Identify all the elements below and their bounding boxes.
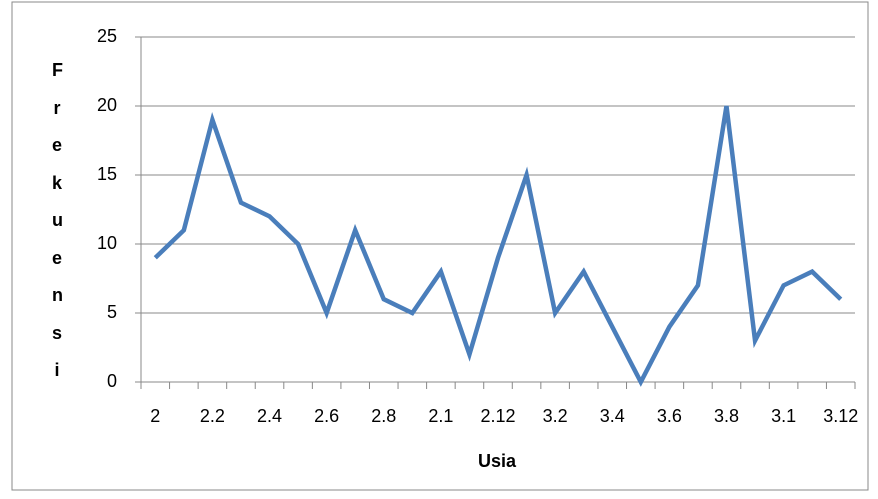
x-tick-label: 2.6 bbox=[314, 406, 339, 426]
x-tick-label: 2.8 bbox=[371, 406, 396, 426]
y-tick-label: 15 bbox=[97, 164, 117, 184]
chart-frame bbox=[11, 1, 869, 491]
x-tick-label: 2.2 bbox=[200, 406, 225, 426]
x-tick-label: 3.6 bbox=[657, 406, 682, 426]
x-axis-label: Usia bbox=[478, 451, 517, 471]
x-tick-label: 3.8 bbox=[714, 406, 739, 426]
y-tick-label: 0 bbox=[107, 371, 117, 391]
x-tick-label: 3.2 bbox=[543, 406, 568, 426]
y-tick-label: 20 bbox=[97, 95, 117, 115]
x-tick-label: 2 bbox=[150, 406, 160, 426]
x-tick-label: 2.1 bbox=[428, 406, 453, 426]
x-tick-label: 3.12 bbox=[823, 406, 858, 426]
x-tick-label: 3.4 bbox=[600, 406, 625, 426]
y-tick-label: 10 bbox=[97, 233, 117, 253]
x-tick-label: 2.4 bbox=[257, 406, 282, 426]
y-tick-label: 5 bbox=[107, 302, 117, 322]
data-line bbox=[153, 105, 843, 387]
x-tick-label: 3.1 bbox=[771, 406, 796, 426]
y-tick-label: 25 bbox=[97, 26, 117, 46]
x-tick-label: 2.12 bbox=[480, 406, 515, 426]
y-axis-label: Frekuensi bbox=[52, 60, 63, 380]
